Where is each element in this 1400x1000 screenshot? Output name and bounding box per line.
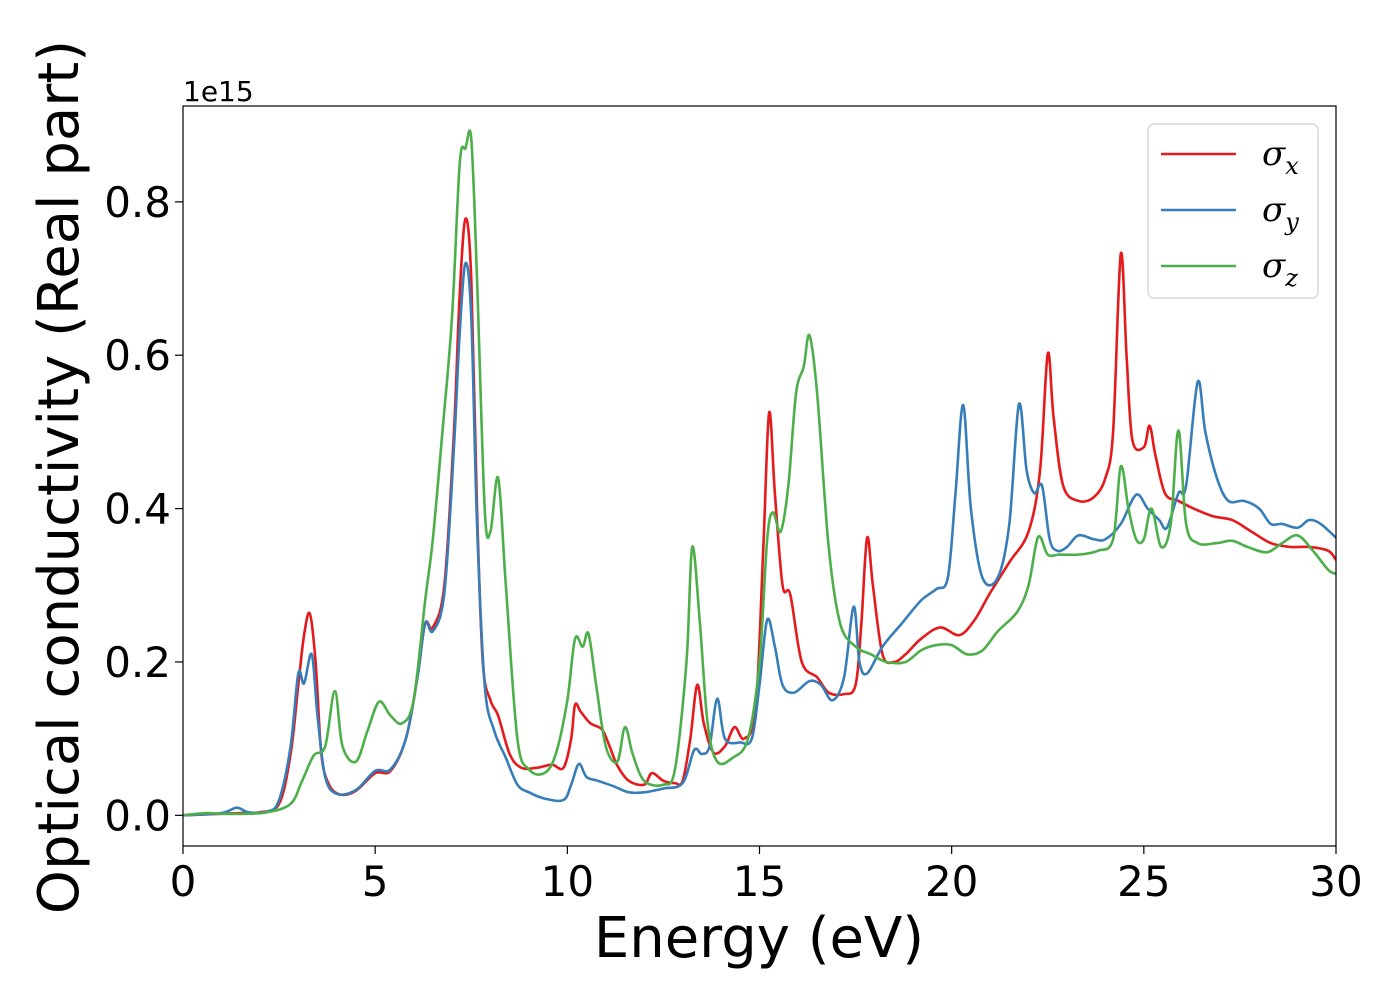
legend-label-y: σy — [1262, 190, 1299, 236]
series-line-z — [183, 129, 1336, 817]
y-tick-label: 0.8 — [104, 178, 171, 227]
legend-label-z: σz — [1262, 246, 1298, 292]
legend-label-x: σx — [1262, 134, 1299, 180]
y-tick-label: 0.0 — [104, 791, 171, 840]
x-tick-label: 25 — [1117, 857, 1170, 906]
legend: σx σy σz — [1147, 123, 1319, 299]
series-line-x — [183, 217, 1336, 817]
x-tick-label: 5 — [362, 857, 389, 906]
x-tick-label: 15 — [733, 857, 786, 906]
axis-ticks: 0 5 10 15 20 25 30 0.0 0.2 0.4 0.6 0.8 — [104, 178, 1363, 906]
y-axis-label: Optical conductivity (Real part) — [27, 40, 92, 914]
x-tick-label: 30 — [1309, 857, 1362, 906]
x-axis-label: Energy (eV) — [594, 906, 924, 971]
series-line-y — [183, 261, 1336, 817]
x-tick-label: 20 — [925, 857, 978, 906]
x-tick-label: 0 — [170, 857, 197, 906]
x-tick-label: 10 — [541, 857, 594, 906]
y-tick-label: 0.6 — [104, 331, 171, 380]
plot-lines — [183, 129, 1336, 817]
y-tick-label: 0.4 — [104, 485, 171, 534]
y-offset-label: 1e15 — [183, 75, 254, 108]
y-tick-label: 0.2 — [104, 638, 171, 687]
